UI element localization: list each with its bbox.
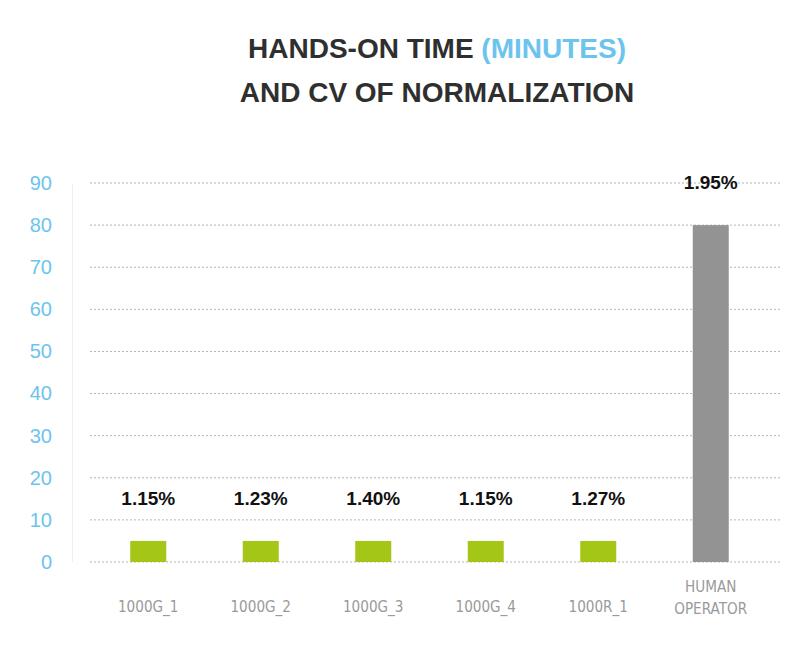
y-axis-line (72, 184, 73, 563)
y-tick-label: 10 (30, 509, 52, 531)
title: HANDS-ON TIME (MINUTES) (248, 33, 626, 64)
chart: HANDS-ON TIME (MINUTES) AND CV OF NORMALI… (0, 0, 804, 647)
cv-label: 1.40% (346, 488, 400, 509)
y-tick: 50 (30, 340, 72, 362)
y-tick: 80 (30, 214, 72, 236)
y-tick: 60 (30, 298, 72, 320)
bar (580, 541, 616, 562)
y-tick: 0 (41, 551, 72, 573)
bar (243, 541, 279, 562)
grid-line (90, 309, 780, 310)
y-tick: 40 (30, 382, 72, 404)
x-tick-label: 1000G_4 (455, 597, 516, 615)
y-tick-label: 20 (30, 467, 52, 489)
y-tick-label: 70 (30, 256, 52, 278)
title: AND CV OF NORMALIZATION (240, 77, 635, 108)
x-axis: 1000G_1 1000G_2 1000G_3 1000G_4 1000R_1 HUMAN… (118, 577, 747, 617)
x-tick-label: HUMANOPERATOR (674, 577, 747, 617)
bar (355, 541, 391, 562)
y-tick-label: 90 (30, 172, 52, 194)
grid-line (90, 351, 780, 352)
cv-labels: 1.15% 1.23% 1.40% 1.15% 1.27% 1.95% (121, 172, 737, 509)
bar (468, 541, 504, 562)
grid-line (90, 183, 780, 184)
y-tick: 70 (30, 256, 72, 278)
grid-line (90, 519, 780, 520)
y-tick-label: 0 (41, 551, 52, 573)
y-tick-label: 50 (30, 340, 52, 362)
cv-label: 1.27% (571, 488, 625, 509)
y-tick: 10 (30, 509, 72, 531)
y-tick: 20 (30, 467, 72, 489)
cv-label: 1.23% (234, 488, 288, 509)
bar (693, 225, 729, 562)
y-tick: 30 (30, 425, 72, 447)
y-tick-label: 60 (30, 298, 52, 320)
bar (130, 541, 166, 562)
grid-line (90, 435, 780, 436)
grid (90, 183, 780, 562)
y-tick-label: 30 (30, 425, 52, 447)
y-tick: 90 (30, 172, 72, 194)
cv-label: 1.15% (121, 488, 175, 509)
x-tick-label: 1000G_2 (230, 597, 291, 615)
grid-line (90, 225, 780, 226)
cv-label: 1.95% (684, 172, 738, 193)
y-tick-label: 40 (30, 382, 52, 404)
x-tick-label: 1000G_3 (343, 597, 404, 615)
x-tick-label: 1000G_1 (118, 597, 179, 615)
x-tick-label: 1000R_1 (569, 597, 628, 615)
grid-line (90, 477, 780, 478)
cv-label: 1.15% (459, 488, 513, 509)
y-tick-label: 80 (30, 214, 52, 236)
grid-line (90, 267, 780, 268)
grid-line (90, 393, 780, 394)
bars (130, 225, 729, 562)
y-axis: 0 10 20 30 40 50 60 70 80 90 (30, 172, 73, 573)
grid-line (90, 562, 780, 563)
